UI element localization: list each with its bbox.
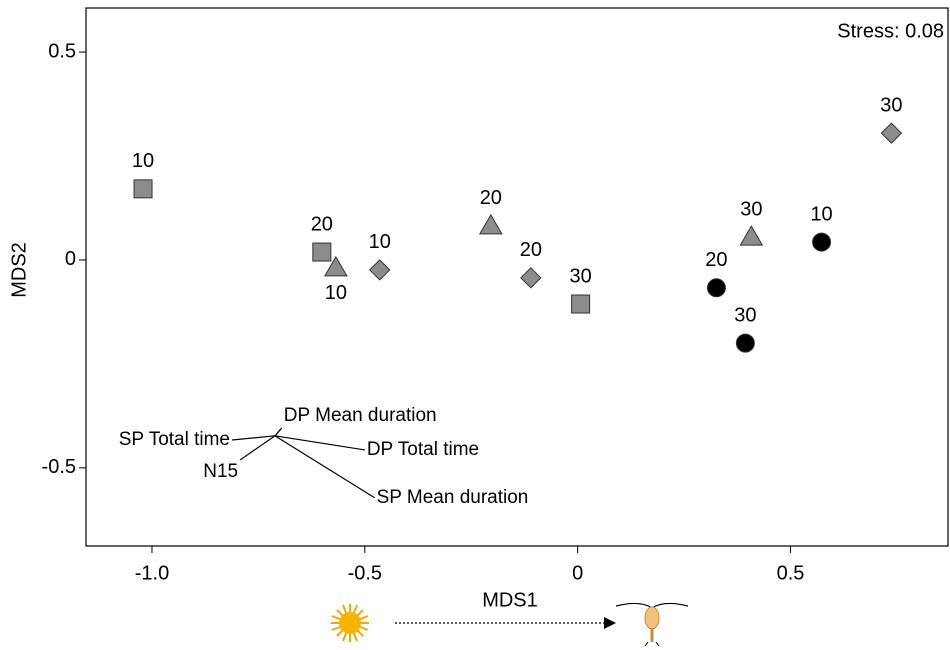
point-label: 30 <box>880 94 902 116</box>
point-label: 30 <box>570 265 592 287</box>
sun-icon <box>331 604 369 642</box>
point <box>478 213 503 235</box>
stress-annotation: Stress: 0.08 <box>837 20 944 42</box>
vector <box>274 435 365 451</box>
y-tick-label: -0.5 <box>42 456 76 478</box>
y-tick-label: 0.5 <box>48 40 76 62</box>
vector <box>274 427 283 437</box>
point-label: 20 <box>480 187 502 209</box>
vector-label: N15 <box>203 461 238 482</box>
vector-label: SP Mean duration <box>377 487 529 508</box>
vector <box>231 435 276 441</box>
point-label: 20 <box>520 239 542 261</box>
point <box>520 267 542 289</box>
point <box>324 255 348 277</box>
vectors: SP Total time DP Mean duration DP Total ti… <box>119 405 529 508</box>
point <box>739 225 764 246</box>
vector-label: DP Total time <box>367 439 479 460</box>
point <box>812 232 832 252</box>
point-label: 20 <box>705 249 727 271</box>
point-label: 30 <box>740 198 762 220</box>
point <box>880 122 903 144</box>
vector <box>274 435 375 499</box>
vector <box>239 435 276 461</box>
x-axis-label: MDS1 <box>482 589 538 611</box>
point-label: 10 <box>369 231 391 253</box>
vector-label: DP Mean duration <box>284 405 437 426</box>
point <box>369 259 391 281</box>
y-tick-label: 0 <box>65 248 76 270</box>
point <box>706 278 726 298</box>
x-tick-label: -0.5 <box>348 562 382 584</box>
x-tick-label: 0.5 <box>777 562 805 584</box>
point-label: 10 <box>132 150 154 172</box>
copepod-icon <box>615 602 689 647</box>
point-label: 20 <box>311 213 333 235</box>
point-label: 10 <box>810 203 832 225</box>
x-tick-label: -1.0 <box>135 562 169 584</box>
point <box>312 242 332 262</box>
vector-label: SP Total time <box>119 429 230 450</box>
point <box>571 294 591 314</box>
point <box>735 333 755 353</box>
arrow-head <box>604 617 616 629</box>
point-label: 10 <box>325 282 347 304</box>
x-tick-label: 0 <box>572 562 583 584</box>
point-label: 30 <box>734 304 756 326</box>
plot-frame <box>85 7 949 547</box>
y-axis-label: MDS2 <box>8 242 30 298</box>
point <box>133 179 153 199</box>
